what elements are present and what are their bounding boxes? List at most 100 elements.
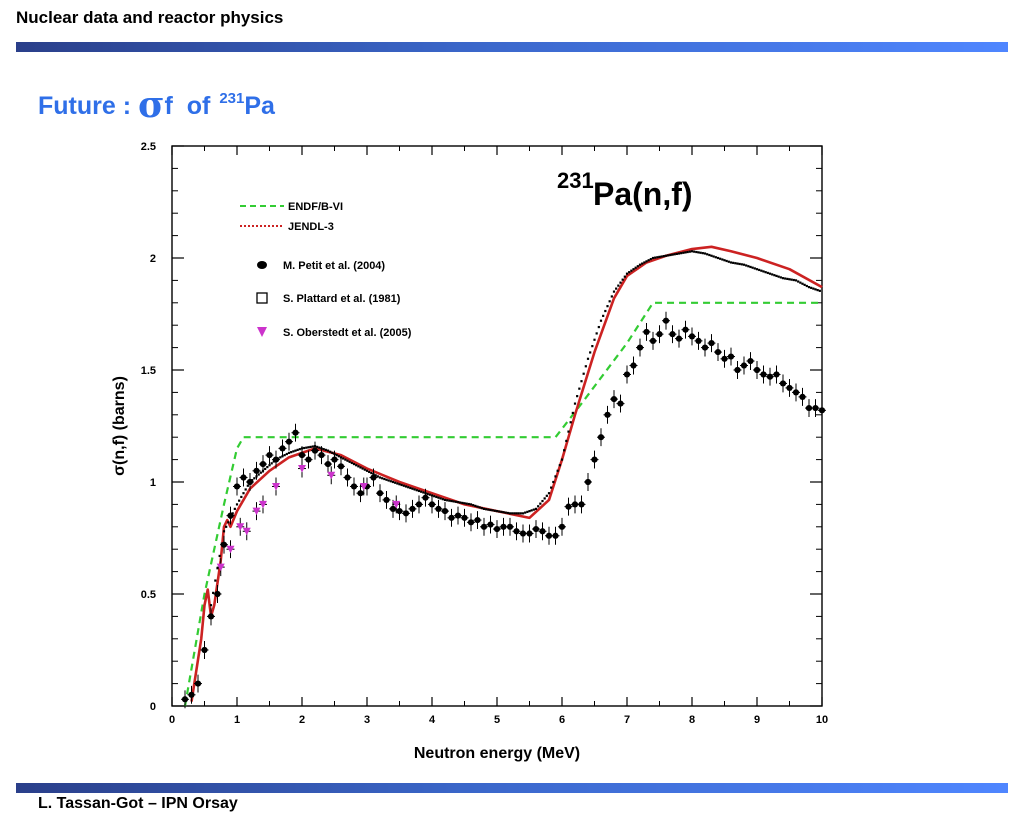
legend-label: S. Plattard et al. (1981) [283, 293, 401, 305]
plattard-point [506, 511, 509, 515]
petit-point [649, 337, 657, 344]
plattard-point [660, 255, 663, 258]
plattard-point [463, 502, 466, 505]
plattard-point [686, 250, 689, 254]
plattard-point [420, 490, 423, 493]
plattard-point [597, 325, 600, 329]
plattard-point [632, 268, 635, 271]
plattard-point [454, 500, 457, 503]
petit-point [188, 691, 195, 698]
plattard-point [394, 481, 397, 484]
plattard-point [816, 289, 819, 292]
slide-title: Future : σf of 231Pa [38, 84, 275, 126]
petit-point [662, 317, 670, 324]
plattard-point [617, 284, 620, 287]
plattard-point [430, 494, 434, 497]
plattard-point [706, 253, 709, 256]
plattard-point [537, 505, 540, 508]
plattard-point [818, 289, 821, 292]
plattard-point [636, 265, 639, 268]
plattard-point [448, 499, 451, 502]
legend-label: JENDL-3 [288, 221, 334, 233]
plattard-point [539, 502, 542, 505]
petit-point [201, 646, 208, 654]
plattard-point [251, 479, 254, 482]
plattard-point [285, 452, 288, 456]
y-tick-label: 1.5 [141, 365, 156, 377]
plattard-point [404, 485, 408, 488]
plattard-point [439, 497, 442, 500]
plattard-point [331, 451, 334, 454]
petit-point [480, 523, 488, 530]
plattard-point [697, 251, 700, 254]
petit-point [818, 407, 826, 414]
plattard-point [643, 261, 646, 264]
plattard-point [684, 251, 687, 254]
plattard-point [365, 469, 369, 472]
plattard-point [667, 254, 670, 257]
plattard-point [799, 281, 802, 284]
oberstedt-point [272, 482, 280, 491]
oberstedt-point [298, 465, 306, 473]
petit-point [812, 404, 819, 412]
plattard-point [582, 372, 585, 375]
plattard-point [719, 257, 722, 260]
petit-point [181, 696, 189, 703]
petit-point [448, 514, 455, 521]
plattard-point [621, 278, 624, 281]
petit-point [792, 389, 800, 396]
plattard-point [274, 458, 278, 461]
petit-point [519, 530, 527, 537]
plattard-point [699, 251, 702, 254]
x-tick-label: 4 [429, 714, 436, 726]
y-tick-label: 2 [150, 253, 156, 265]
petit-point [656, 331, 663, 338]
petit-point [740, 362, 748, 369]
plattard-point [435, 495, 438, 499]
plattard-point [311, 445, 314, 448]
petit-point [695, 337, 702, 344]
endf-curve [183, 301, 822, 707]
plattard-point [534, 507, 538, 510]
plattard-point [662, 255, 665, 258]
oberstedt-point [216, 563, 225, 572]
petit-point [474, 516, 481, 524]
plattard-point [543, 497, 546, 500]
plattard-point [383, 477, 386, 481]
petit-point [539, 528, 546, 535]
plattard-point [569, 421, 572, 424]
y-axis-label: σ(n,f) (barns) [111, 376, 128, 476]
petit-point [493, 525, 501, 533]
petit-point [285, 438, 293, 445]
plattard-point [604, 309, 607, 313]
petit-point [207, 613, 215, 620]
plattard-point [628, 271, 631, 274]
legend-entry: M. Petit et al. (2004) [257, 260, 385, 272]
plattard-point [504, 511, 507, 514]
petit-point [253, 467, 260, 474]
plot-frame [171, 145, 823, 707]
y-tick-labels: 0 0.5 1 1.5 2 2.5 [141, 141, 156, 713]
plattard-point [524, 511, 527, 514]
plattard-point [664, 254, 668, 257]
plattard-point [513, 512, 516, 515]
petit-point [552, 532, 559, 539]
plattard-point [550, 486, 553, 489]
plattard-point [760, 269, 763, 272]
oberstedt-point [226, 545, 235, 554]
petit-point [786, 384, 793, 392]
footer-author: L. Tassan-Got – IPN Orsay [38, 795, 238, 812]
plattard-point [803, 283, 806, 286]
plattard-point [259, 471, 262, 474]
legend-label: ENDF/B-VI [288, 201, 343, 213]
plattard-point [610, 295, 613, 298]
plattard-point [370, 471, 373, 475]
plattard-point [615, 287, 618, 290]
plattard-point [721, 258, 724, 261]
plattard-point [378, 476, 382, 479]
plattard-point [606, 305, 609, 308]
plattard-point [474, 504, 477, 507]
legend: ENDF/B-VI JENDL-3 M. Petit et al. (2004) S.… [240, 201, 412, 339]
plattard-point [517, 512, 520, 515]
petit-point [376, 490, 384, 497]
